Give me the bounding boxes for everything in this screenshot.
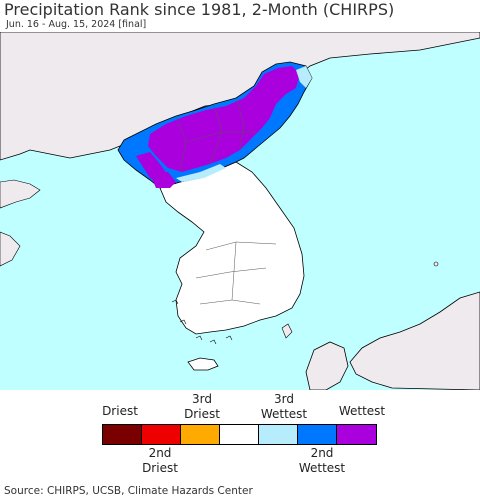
- west-islands: [171, 299, 233, 345]
- japan-honshu: [349, 291, 480, 390]
- tsushima-island: [281, 323, 293, 339]
- source-credit: Source: CHIRPS, UCSB, Climate Hazards Ce…: [4, 485, 253, 497]
- legend-swatch-normal: [220, 425, 259, 444]
- wettest-area-south: [150, 172, 176, 188]
- date-range: Jun. 16 - Aug. 15, 2024 [final]: [6, 19, 147, 30]
- south-korea: [159, 161, 305, 335]
- legend-swatch-2nd-wettest: [298, 425, 337, 444]
- third-wettest-strip: [176, 164, 226, 182]
- legend: Driest 3rd Driest 3rd Wettest Wettest 2n…: [0, 392, 480, 482]
- page-title: Precipitation Rank since 1981, 2-Month (…: [4, 0, 395, 19]
- small-island-1: [433, 261, 439, 267]
- legend-swatches: [102, 424, 377, 445]
- jeju-island: [187, 357, 219, 371]
- east-light-cells: [296, 66, 312, 88]
- legend-label-3rd-wettest: 3rd Wettest: [260, 392, 308, 421]
- map-canvas: [0, 32, 480, 390]
- legend-label-driest: Driest: [102, 404, 138, 418]
- province-lines: [175, 97, 277, 305]
- precipitation-rank-map: [0, 32, 480, 390]
- shandong-peninsula: [0, 179, 41, 209]
- legend-swatch-driest: [103, 425, 142, 444]
- legend-swatch-3rd-wettest: [259, 425, 298, 444]
- wettest-area-main: [148, 66, 300, 172]
- legend-swatch-2nd-driest: [142, 425, 181, 444]
- legend-swatch-3rd-driest: [181, 425, 220, 444]
- japan-kyushu: [305, 341, 349, 390]
- legend-label-2nd-wettest: 2nd Wettest: [298, 446, 346, 475]
- legend-label-3rd-driest: 3rd Driest: [184, 392, 220, 421]
- legend-label-2nd-driest: 2nd Driest: [142, 446, 178, 475]
- legend-label-wettest: Wettest: [338, 404, 386, 418]
- china-coast-sw: [0, 231, 21, 267]
- legend-swatch-wettest: [337, 425, 376, 444]
